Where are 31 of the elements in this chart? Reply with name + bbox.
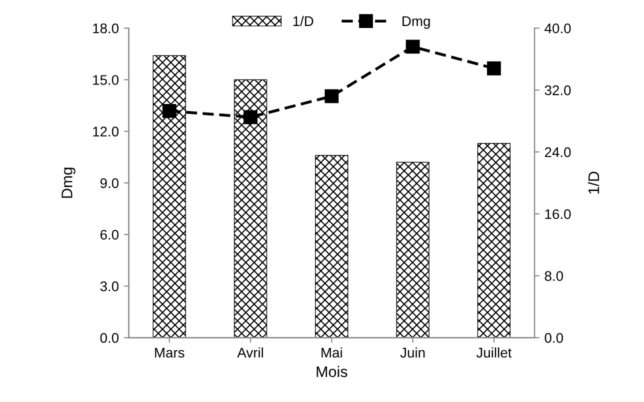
point [324, 89, 339, 104]
x-tick-label: Mai [322, 347, 342, 358]
point [406, 40, 420, 54]
y-tick-label: 18.0 [93, 23, 119, 34]
bar [396, 162, 430, 338]
legend-label: 1/D [293, 16, 314, 26]
y-tick-label: 0.0 [100, 333, 119, 343]
x-tick-label: Juillet [476, 347, 512, 358]
point [487, 61, 501, 76]
y2-tick-label: 24.0 [544, 147, 571, 158]
y-tick-label: 6.0 [100, 230, 119, 240]
y-tick-label: 15.0 [93, 75, 119, 85]
point [162, 104, 176, 118]
y-tick-label: 3.0 [100, 281, 119, 292]
y2-tick-label: 0.0 [544, 333, 564, 343]
bar [315, 155, 348, 338]
y2-tick-label: 32.0 [544, 85, 571, 96]
y2-tick-label: 16.0 [545, 209, 571, 220]
x-axis-title: Mois [316, 366, 348, 378]
y-tick-label: 12.0 [93, 126, 119, 136]
y2-tick-label: 40.0 [544, 23, 571, 34]
x-tick-label: Avril [237, 347, 263, 358]
x-tick-label: Mars [155, 348, 184, 358]
y-tick-label: 9.0 [100, 178, 119, 188]
y2-tick-label: 8.0 [544, 271, 564, 281]
legend-label: Dmg [402, 16, 430, 29]
y2-axis-title: 1/D [588, 172, 600, 194]
x-tick-label: Juin [400, 347, 425, 358]
y-axis-title: Dmg [62, 168, 76, 198]
point [244, 110, 258, 124]
bar [477, 143, 511, 338]
